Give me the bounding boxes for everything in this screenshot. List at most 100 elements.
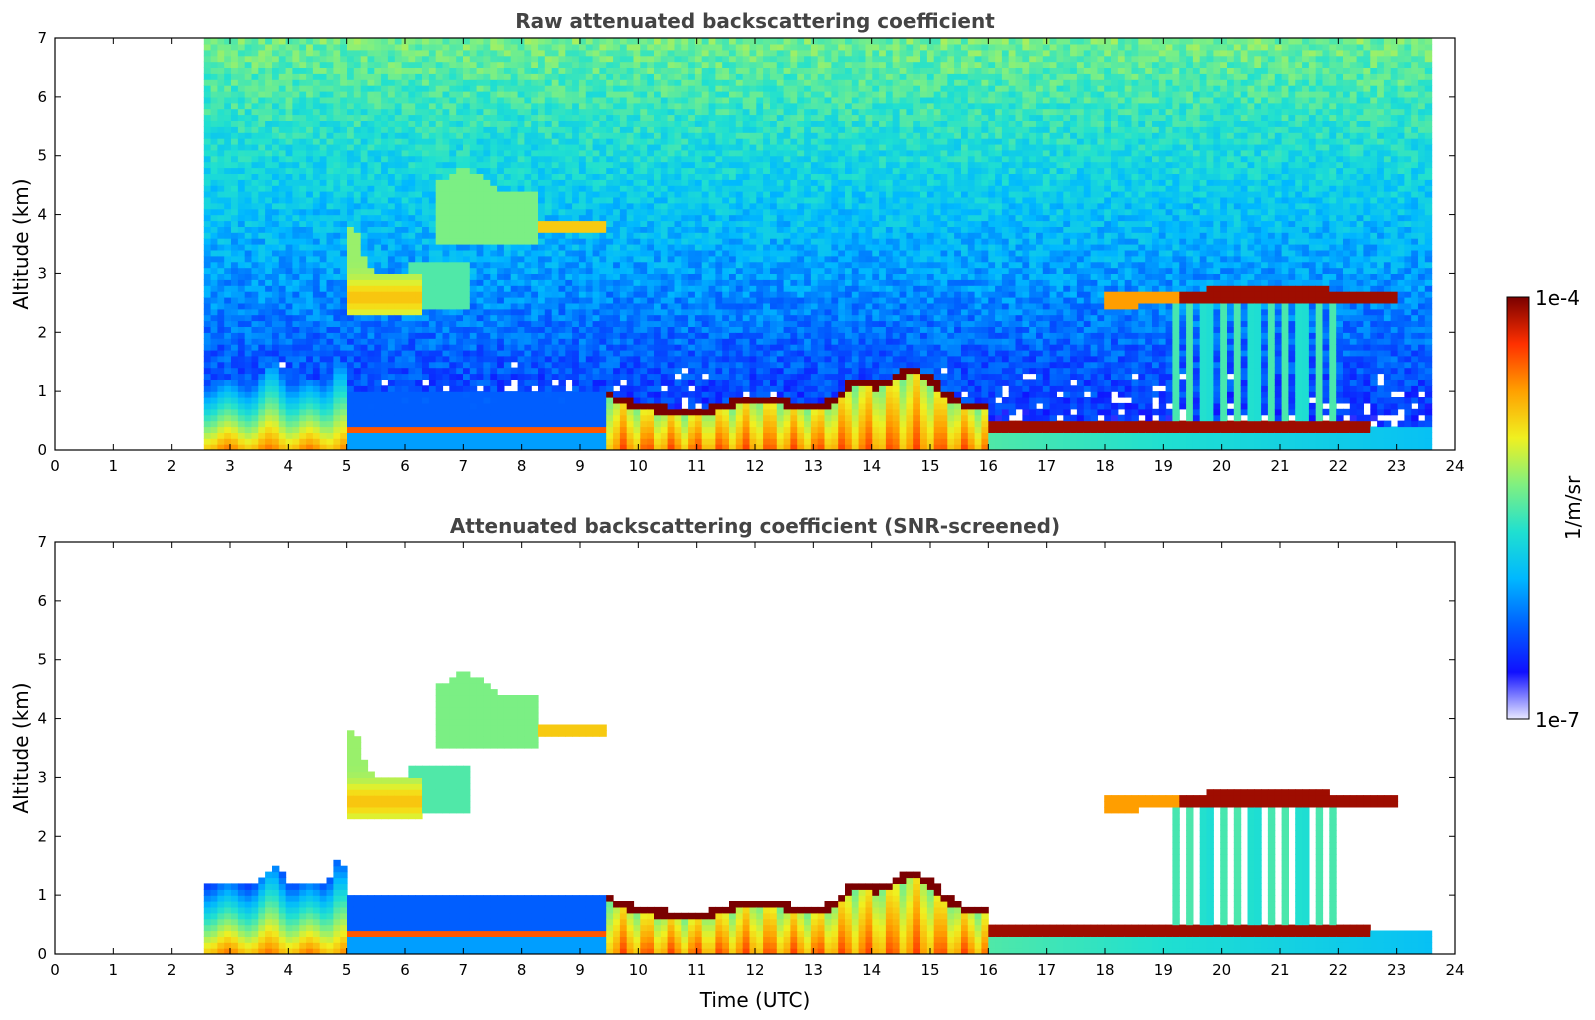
- heatmap-cell: [585, 61, 594, 68]
- heatmap-cell: [244, 344, 253, 351]
- heatmap-cell: [265, 220, 273, 227]
- heatmap-cell: [517, 202, 525, 210]
- heatmap-cell: [613, 444, 621, 450]
- heatmap-cell: [272, 332, 280, 339]
- heatmap-cell: [360, 167, 369, 174]
- heatmap-cell: [626, 279, 635, 286]
- heatmap-cell: [517, 132, 525, 139]
- heatmap-cell: [517, 255, 525, 263]
- heatmap-cell: [231, 196, 239, 204]
- heatmap-cell: [558, 202, 566, 210]
- heatmap-cell: [469, 320, 478, 327]
- heatmap-cell: [272, 38, 280, 45]
- heatmap-cell: [640, 155, 648, 163]
- heatmap-cell: [654, 38, 662, 45]
- heatmap-cell: [551, 220, 560, 227]
- heatmap-cell: [558, 143, 566, 151]
- heatmap-cell: [203, 238, 212, 245]
- heatmap-cell: [476, 402, 484, 410]
- heatmap-cell: [360, 126, 369, 133]
- heatmap-cell: [497, 408, 505, 416]
- heatmap-cell: [592, 261, 600, 269]
- heatmap-cell: [538, 285, 546, 292]
- heatmap-cell: [551, 267, 560, 274]
- heatmap-cell: [387, 297, 396, 304]
- heatmap-cell: [292, 349, 300, 357]
- heatmap-cell: [401, 226, 409, 233]
- heatmap-cell: [285, 55, 293, 63]
- heatmap-cell: [278, 49, 287, 57]
- heatmap-cell: [524, 179, 532, 186]
- heatmap-cell: [572, 232, 580, 239]
- heatmap-cell: [442, 91, 450, 98]
- heatmap-cell: [619, 338, 628, 345]
- heatmap-cell: [224, 391, 232, 398]
- heatmap-cell: [647, 108, 655, 116]
- heatmap-cell: [244, 61, 253, 68]
- heatmap-cell: [326, 432, 334, 439]
- heatmap-cell: [503, 444, 512, 450]
- heatmap-cell: [353, 338, 362, 345]
- heatmap-cell: [442, 67, 450, 74]
- heatmap-cell: [210, 102, 218, 110]
- heatmap-cell: [660, 414, 669, 422]
- heatmap-cell: [374, 444, 382, 450]
- heatmap-cell: [210, 208, 218, 216]
- heatmap-cell: [272, 402, 280, 410]
- heatmap-cell: [353, 444, 362, 450]
- heatmap-cell: [503, 232, 512, 239]
- heatmap-cell: [606, 349, 614, 357]
- heatmap-cell: [633, 55, 641, 63]
- heatmap-cell: [449, 408, 457, 416]
- heatmap-cell: [544, 126, 553, 133]
- heatmap-cell: [251, 196, 259, 204]
- heatmap-cell: [476, 361, 484, 369]
- heatmap-cell: [517, 143, 525, 151]
- heatmap-cell: [285, 338, 293, 345]
- heatmap-cell: [224, 149, 232, 157]
- heatmap-cell: [367, 202, 375, 210]
- heatmap-cell: [565, 155, 573, 163]
- heatmap-cell: [456, 132, 464, 139]
- heatmap-cell: [360, 61, 369, 68]
- heatmap-cell: [544, 444, 553, 450]
- heatmap-cell: [387, 279, 396, 286]
- heatmap-cell: [360, 344, 369, 351]
- heatmap-cell: [592, 414, 600, 422]
- heatmap-cell: [572, 332, 580, 339]
- heatmap-cell: [353, 426, 362, 433]
- heatmap-cell: [476, 332, 484, 339]
- heatmap-cell: [558, 244, 566, 251]
- heatmap-cell: [578, 402, 587, 410]
- heatmap-cell: [319, 344, 328, 351]
- heatmap-cell: [572, 291, 580, 298]
- heatmap-cell: [524, 373, 532, 380]
- heatmap-cell: [613, 73, 621, 80]
- heatmap-cell: [326, 208, 334, 216]
- heatmap-cell: [244, 261, 253, 269]
- heatmap-cell: [531, 314, 539, 322]
- heatmap-cell: [203, 255, 212, 263]
- heatmap-cell: [667, 167, 675, 174]
- heatmap-cell: [415, 79, 423, 86]
- heatmap-cell: [599, 143, 607, 151]
- heatmap-cell: [251, 302, 259, 310]
- heatmap-cell: [483, 179, 491, 186]
- heatmap-cell: [258, 96, 266, 104]
- heatmap-cell: [353, 185, 362, 192]
- heatmap-cell: [544, 43, 553, 51]
- heatmap-cell: [333, 108, 341, 116]
- heatmap-cell: [572, 444, 580, 450]
- heatmap-cell: [517, 414, 525, 422]
- heatmap-cell: [531, 220, 539, 227]
- heatmap-cell: [387, 61, 396, 68]
- heatmap-cell: [360, 43, 369, 51]
- heatmap-cell: [626, 85, 635, 92]
- heatmap-cell: [585, 191, 594, 198]
- heatmap-cell: [312, 73, 321, 80]
- heatmap-cell: [647, 408, 655, 416]
- heatmap-cell: [265, 414, 273, 422]
- heatmap-cell: [326, 332, 334, 339]
- heatmap-cell: [312, 108, 321, 116]
- heatmap-cell: [531, 273, 539, 280]
